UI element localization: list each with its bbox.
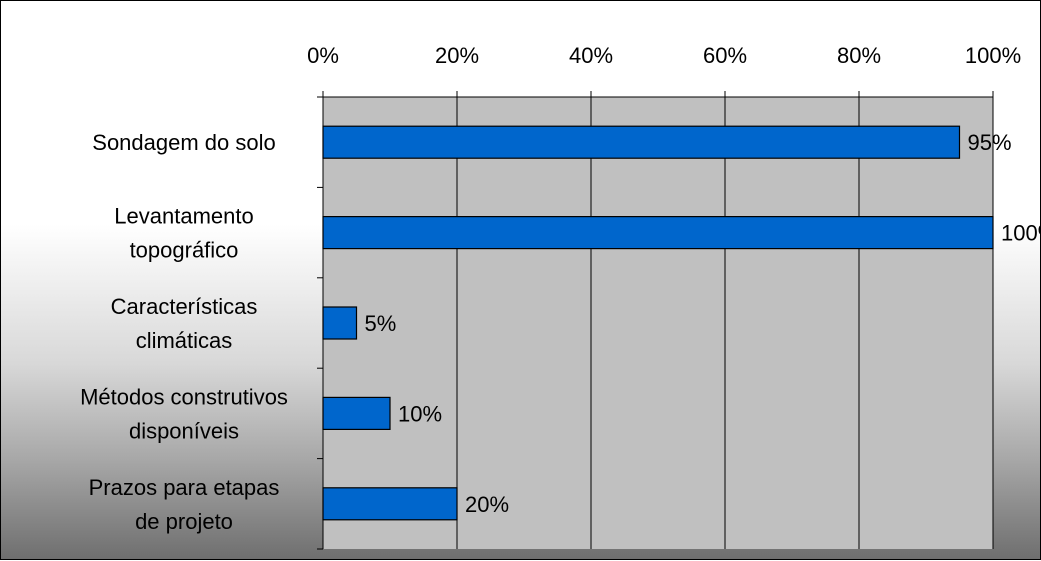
plot-area: [323, 97, 993, 549]
category-label: Características climáticas: [111, 294, 258, 353]
category-label-line: Características: [111, 294, 258, 319]
category-label-line: Levantamento: [114, 204, 253, 229]
bar: [322, 487, 458, 521]
bar: [322, 306, 358, 340]
data-label: 100%: [1001, 221, 1041, 246]
category-label-line: climáticas: [136, 328, 233, 353]
data-label: 10%: [398, 401, 442, 426]
category-label-line: disponíveis: [129, 418, 239, 443]
bar: [322, 396, 391, 430]
x-tick-label: 80%: [837, 43, 881, 68]
category-label-line: de projeto: [135, 509, 233, 534]
data-label: 5%: [365, 311, 397, 336]
data-label: 20%: [465, 492, 509, 517]
x-tick-label: 0%: [307, 43, 339, 68]
category-label: Sondagem do solo: [92, 130, 275, 155]
bar: [322, 216, 994, 250]
category-label: Levantamento topográfico: [114, 204, 253, 263]
bar: [322, 125, 961, 159]
category-label-line: topográfico: [130, 238, 239, 263]
x-tick-label: 40%: [569, 43, 613, 68]
x-tick-label: 20%: [435, 43, 479, 68]
x-tick-label: 60%: [703, 43, 747, 68]
category-label: Métodos construtivos disponíveis: [80, 384, 288, 443]
x-tick-label: 100%: [965, 43, 1021, 68]
category-label-line: Métodos construtivos: [80, 384, 288, 409]
category-label-line: Prazos para etapas: [89, 475, 280, 500]
data-label: 95%: [968, 130, 1012, 155]
category-label: Prazos para etapas de projeto: [89, 475, 280, 534]
category-label-line: Sondagem do solo: [92, 130, 275, 155]
